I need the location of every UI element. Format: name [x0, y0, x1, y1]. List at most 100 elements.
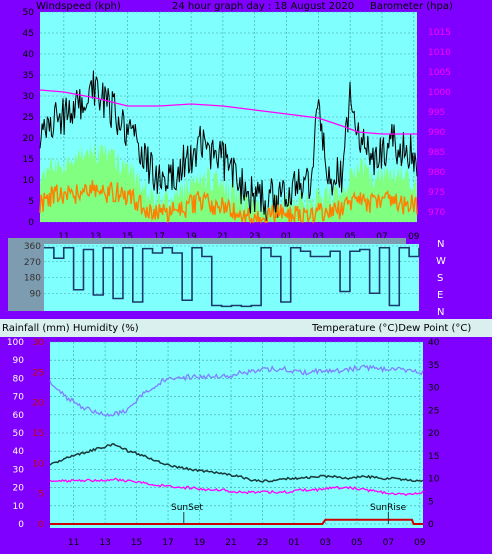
temperature-tick-label: 5	[428, 497, 434, 507]
wind-tick-label: 5	[28, 197, 34, 207]
temperature-y-axis: 0 5 10 15 20 25 30 35 40	[428, 338, 440, 530]
baro-tick-label: 1005	[428, 68, 451, 78]
humidity-tick-label: 20	[13, 484, 25, 494]
direction-tick-label: 360	[24, 242, 41, 252]
compass-w: W	[436, 256, 446, 267]
direction-tick-label: 270	[24, 258, 41, 268]
temperature-line	[49, 443, 424, 483]
wind-x-axis: 11 13 15 17 19 21 23 01 03 05 07 09	[58, 232, 420, 242]
baro-tick-label: 985	[428, 148, 445, 158]
wind-series	[39, 70, 418, 225]
rainfall-tick-label: 20	[33, 399, 45, 409]
wind-x-tick-label: 07	[376, 232, 387, 242]
compass-s: S	[437, 273, 443, 284]
baro-tick-label: 995	[428, 108, 445, 118]
temperature-tick-label: 35	[428, 361, 439, 371]
humidity-tick-label: 40	[13, 447, 25, 457]
wind-tick-label: 10	[23, 176, 35, 186]
temp-x-tick-label: 13	[99, 538, 110, 548]
wind-tick-label: 40	[23, 50, 35, 60]
compass-e: E	[437, 290, 443, 301]
baro-tick-label: 980	[428, 168, 445, 178]
wind-x-tick-label: 23	[249, 232, 260, 242]
wind-x-tick-label: 21	[217, 232, 228, 242]
wind-x-tick-label: 01	[281, 232, 292, 242]
baro-tick-label: 1015	[428, 28, 451, 38]
humidity-y-axis: 0 10 20 30 40 50 60 70 80 90 100	[7, 338, 24, 530]
temperature-tick-label: 30	[428, 384, 440, 394]
temp-x-tick-label: 11	[68, 538, 79, 548]
wind-gust-line	[39, 70, 418, 221]
baro-tick-label: 990	[428, 128, 445, 138]
rainfall-tick-label: 5	[38, 490, 44, 500]
humidity-tick-label: 50	[13, 429, 25, 439]
temperature-tick-label: 10	[428, 475, 440, 485]
humidity-tick-label: 80	[13, 374, 25, 384]
baro-tick-label: 975	[428, 188, 445, 198]
wind-tick-label: 35	[23, 71, 34, 81]
direction-panel: 90 180 270 360 N W S E N	[8, 238, 446, 318]
temp-x-tick-label: 07	[383, 538, 394, 548]
temp-x-tick-label: 21	[225, 538, 236, 548]
humidity-tick-label: 60	[13, 411, 25, 421]
baro-tick-label: 970	[428, 208, 445, 218]
wind-tick-label: 45	[23, 29, 34, 39]
wind-tick-label: 30	[23, 92, 35, 102]
wind-x-tick-label: 13	[90, 232, 101, 242]
temp-x-tick-label: 01	[288, 538, 299, 548]
temperature-tick-label: 25	[428, 406, 439, 416]
rainfall-tick-label: 10	[33, 459, 45, 469]
baro-tick-label: 1010	[428, 48, 451, 58]
temp-x-tick-label: 15	[131, 538, 142, 548]
wind-x-tick-label: 15	[122, 232, 133, 242]
direction-line	[44, 246, 420, 308]
direction-series	[44, 246, 420, 308]
baro-axis-title: Barometer (hpa)	[370, 1, 453, 12]
temperature-tick-label: 40	[428, 338, 440, 348]
sunset-label: SunSet	[171, 503, 203, 513]
temp-x-tick-label: 03	[320, 538, 331, 548]
wind-y-axis-right: 970 975 980 985 990 995 1000 1005 1010 1015	[428, 28, 451, 218]
direction-tick-label: 180	[24, 274, 41, 284]
temp-x-tick-label: 19	[194, 538, 206, 548]
humidity-tick-label: 90	[13, 356, 25, 366]
wind-tick-label: 15	[23, 155, 34, 165]
wind-tick-label: 50	[23, 8, 35, 18]
humidity-tick-label: 0	[18, 520, 24, 530]
temperature-tick-label: 20	[428, 429, 440, 439]
bottom-header-strip	[0, 319, 492, 337]
sunrise-label: SunRise	[370, 503, 407, 513]
direction-y-axis: 90 180 270 360	[24, 242, 41, 299]
temp-x-tick-label: 17	[162, 538, 173, 548]
wind-axis-title: Windspeed (kph)	[36, 1, 121, 12]
humidity-tick-label: 70	[13, 393, 25, 403]
rainfall-y-axis: 0 5 10 15 20 25 30	[33, 338, 45, 530]
direction-grid	[44, 245, 419, 294]
wind-x-tick-label: 19	[185, 232, 197, 242]
rainfall-line	[50, 518, 423, 525]
rainfall-tick-label: 0	[38, 520, 44, 530]
temperature-tick-label: 0	[428, 520, 434, 530]
humidity-tick-label: 10	[13, 502, 25, 512]
barometer-line	[39, 89, 417, 135]
wind-minimum-line	[39, 180, 418, 225]
compass-n-top: N	[437, 239, 444, 250]
wind-tick-label: 20	[23, 134, 35, 144]
direction-tick-label: 90	[30, 289, 42, 299]
temp-x-axis: 11 13 15 17 19 21 23 01 03 05 07 09	[68, 538, 426, 548]
temp-plot-area	[50, 342, 423, 528]
wind-tick-label: 25	[23, 113, 34, 123]
rain-humidity-title: Rainfall (mm) Humidity (%)	[2, 323, 139, 334]
temp-x-tick-label: 05	[351, 538, 362, 548]
temp-x-tick-label: 09	[414, 538, 426, 548]
temp-series	[49, 364, 424, 525]
humidity-line	[49, 364, 424, 418]
temp-x-tick-label: 23	[257, 538, 268, 548]
compass-n-bottom: N	[437, 307, 444, 318]
wind-x-tick-label: 17	[154, 232, 165, 242]
dewpoint-line	[49, 477, 424, 497]
wind-x-tick-label: 05	[344, 232, 355, 242]
